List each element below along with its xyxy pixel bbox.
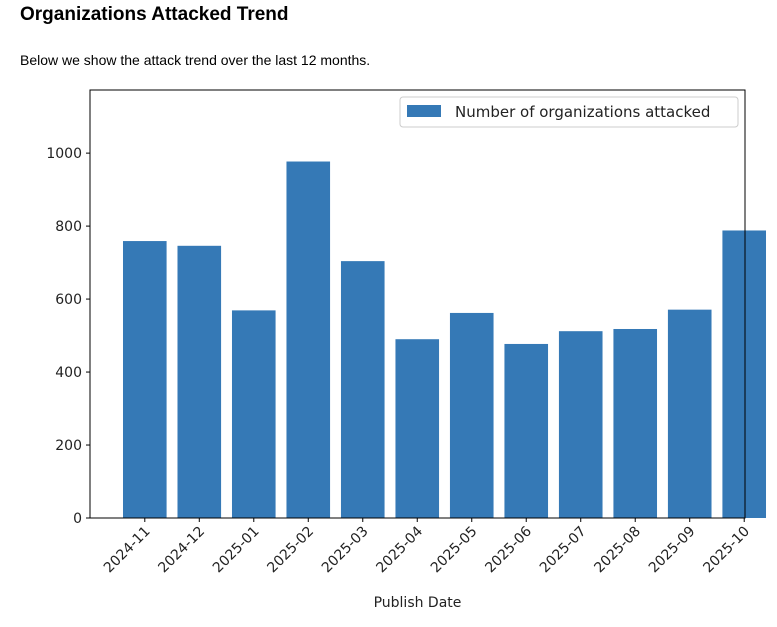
bar-2025-08 <box>613 328 658 518</box>
x-tick-label: 2025-04 <box>373 523 426 576</box>
x-tick-label: 2025-02 <box>264 524 317 577</box>
x-tick-label: 2025-09 <box>646 524 699 577</box>
x-tick-label: 2025-03 <box>319 524 372 577</box>
bar-2025-09 <box>667 309 712 518</box>
page-title: Organizations Attacked Trend <box>20 4 289 25</box>
y-tick-label: 400 <box>55 365 82 381</box>
x-tick-label: 2025-10 <box>700 524 753 577</box>
bar-2025-06 <box>504 343 549 518</box>
y-tick-label: 800 <box>55 219 82 235</box>
legend-label: Number of organizations attacked <box>455 103 710 121</box>
y-tick-label: 0 <box>73 511 82 527</box>
bar-2025-10 <box>722 230 767 518</box>
bar-2025-03 <box>340 261 385 518</box>
x-tick-label: 2024-12 <box>155 524 208 577</box>
x-tick-label: 2024-11 <box>101 524 154 577</box>
y-tick-label: 1000 <box>46 146 82 162</box>
x-tick-label: 2025-07 <box>537 524 590 577</box>
x-axis-label: Publish Date <box>374 595 462 611</box>
legend-box <box>399 96 739 128</box>
bar-2025-07 <box>558 331 603 518</box>
bar-2025-01 <box>231 310 276 518</box>
bar-2025-04 <box>395 339 440 518</box>
x-tick-label: 2025-05 <box>428 524 481 577</box>
legend-swatch <box>407 105 441 117</box>
description: Below we show the attack trend over the … <box>20 52 371 68</box>
y-tick-label: 600 <box>55 292 82 308</box>
bar-2025-02 <box>286 161 331 518</box>
bar-2025-05 <box>449 312 494 518</box>
bar-2024-11 <box>122 241 167 518</box>
x-tick-label: 2025-06 <box>482 523 535 576</box>
x-tick-label: 2025-08 <box>591 524 644 577</box>
x-tick-label: 2025-01 <box>210 524 263 577</box>
y-tick-label: 200 <box>55 438 82 454</box>
bar-2024-12 <box>177 245 222 518</box>
